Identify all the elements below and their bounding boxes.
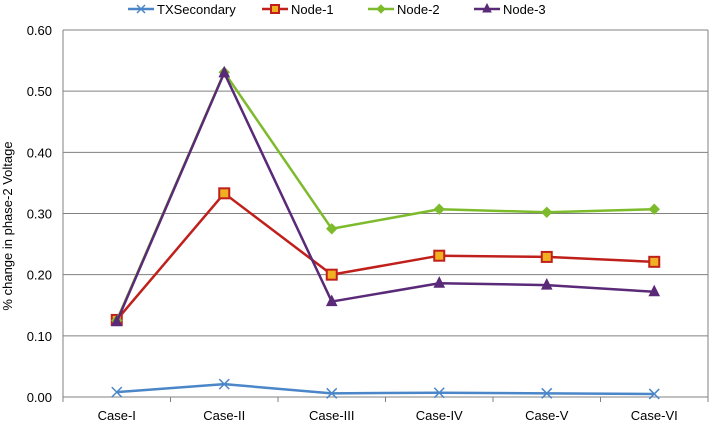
x-tick-label: Case-IV [416,408,463,423]
data-point [433,276,446,288]
data-point [326,223,338,235]
data-point [648,203,660,215]
legend-label: Node-1 [291,2,334,17]
data-point [433,387,445,399]
y-tick-label: 0.20 [27,268,52,283]
legend-marker [270,4,280,14]
y-tick-label: 0.60 [27,23,52,38]
series-group [110,65,661,400]
x-tick-label: Case-I [98,408,136,423]
x-tick-label: Case-V [525,408,569,423]
data-point [110,314,123,327]
series-txsecondary [111,378,660,400]
data-point [218,187,231,200]
y-tick-label: 0.50 [27,84,52,99]
data-point [648,284,661,297]
y-tick-label: 0.10 [27,329,52,344]
series-line [115,71,655,323]
series-line [115,192,655,321]
legend-item: Node-2 [368,2,440,17]
data-point [218,65,231,78]
legend-marker [136,4,146,14]
series-line [116,382,655,396]
data-point [325,268,338,281]
data-point [433,249,446,262]
x-tick-label: Case-III [309,408,355,423]
data-point [326,387,338,399]
legend-label: TXSecondary [157,2,236,17]
data-point [433,203,445,215]
legend-item: Node-3 [474,2,546,17]
legend-marker [482,2,492,13]
series-node-3 [110,65,661,327]
data-point [218,378,230,390]
legend-label: Node-2 [397,2,440,17]
data-point [648,388,660,400]
data-point [541,387,553,399]
legend-item: TXSecondary [128,2,236,17]
data-point [541,206,553,218]
data-point [111,386,123,398]
y-axis-title: % change in phase-2 Voltage [0,141,15,310]
data-point [540,277,553,290]
legend-marker [376,4,386,14]
series-line [115,70,655,322]
x-tick-label: Case-II [203,408,245,423]
legend: TXSecondary Node-1 Node-2 Node-3 [128,2,546,17]
series-node-1 [110,187,661,326]
y-tick-label: 0.40 [27,145,52,160]
grid [63,29,708,337]
legend-label: Node-3 [503,2,546,17]
axes: 0.00 0.10 0.20 0.30 0.40 0.50 0.60 Case-I Case-I… [27,23,709,423]
data-point [648,255,661,268]
data-point [540,250,553,263]
x-tick-label: Case-VI [631,408,678,423]
y-tick-label: 0.00 [27,390,52,405]
y-tick-label: 0.30 [27,207,52,222]
data-point [325,294,338,307]
legend-item: Node-1 [262,2,334,17]
